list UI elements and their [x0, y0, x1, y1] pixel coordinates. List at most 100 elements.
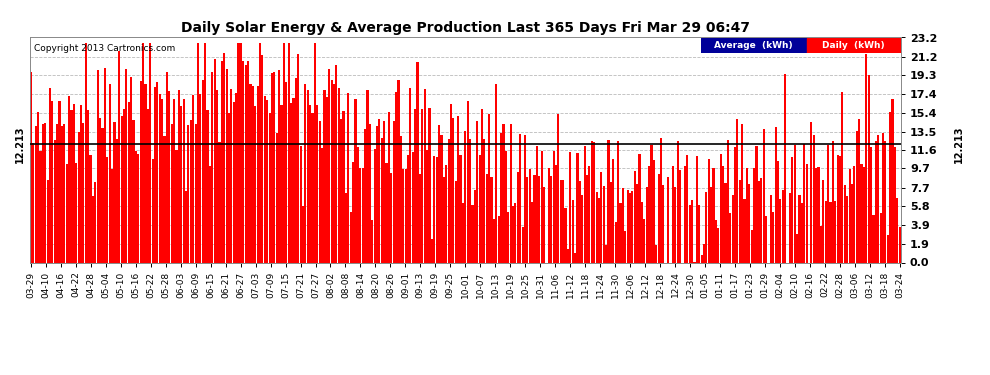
Bar: [515, 203, 517, 262]
Bar: [245, 65, 247, 262]
Bar: [803, 144, 805, 262]
Bar: [757, 181, 760, 262]
Bar: [33, 143, 35, 262]
Bar: [676, 141, 679, 262]
Bar: [745, 168, 748, 262]
Bar: [226, 69, 228, 262]
Bar: [689, 205, 691, 262]
Bar: [717, 228, 720, 262]
Bar: [345, 192, 347, 262]
Bar: [431, 240, 433, 262]
Bar: [884, 141, 886, 262]
Bar: [354, 99, 356, 262]
Bar: [527, 177, 529, 262]
Bar: [608, 140, 610, 262]
Bar: [333, 84, 335, 262]
Bar: [569, 152, 571, 262]
Bar: [486, 174, 488, 262]
Bar: [214, 59, 216, 262]
Bar: [493, 219, 495, 262]
Bar: [512, 206, 514, 262]
Bar: [97, 70, 99, 262]
Bar: [830, 202, 832, 262]
Bar: [438, 125, 441, 262]
Bar: [302, 206, 304, 262]
Bar: [598, 198, 600, 262]
Bar: [251, 86, 254, 262]
Bar: [243, 61, 245, 262]
Bar: [742, 124, 743, 262]
Bar: [297, 54, 299, 262]
Bar: [798, 195, 801, 262]
Bar: [660, 138, 662, 262]
Bar: [128, 102, 130, 262]
Bar: [454, 181, 456, 262]
Bar: [441, 135, 443, 262]
Bar: [156, 82, 158, 262]
Bar: [478, 155, 481, 262]
Bar: [801, 202, 803, 262]
Bar: [133, 120, 135, 262]
Bar: [204, 43, 206, 262]
Bar: [429, 108, 431, 262]
Bar: [567, 249, 569, 262]
Bar: [827, 145, 830, 262]
Bar: [304, 84, 307, 262]
Bar: [278, 70, 280, 262]
Bar: [221, 62, 223, 262]
Bar: [338, 88, 340, 262]
Bar: [285, 82, 287, 262]
Bar: [794, 145, 796, 262]
Bar: [356, 147, 359, 262]
Bar: [336, 65, 338, 262]
Text: Copyright 2013 Cartronics.com: Copyright 2013 Cartronics.com: [34, 44, 175, 53]
Bar: [524, 135, 526, 262]
Bar: [37, 112, 40, 262]
Title: Daily Solar Energy & Average Production Last 365 Days Fri Mar 29 06:47: Daily Solar Energy & Average Production …: [181, 21, 749, 35]
Bar: [839, 156, 842, 262]
Bar: [443, 177, 445, 262]
Bar: [307, 90, 309, 262]
Bar: [82, 123, 84, 262]
Bar: [550, 176, 552, 262]
Bar: [175, 150, 177, 262]
Bar: [701, 255, 703, 262]
Bar: [45, 123, 47, 262]
Bar: [887, 236, 889, 262]
Bar: [860, 164, 862, 262]
Bar: [436, 157, 438, 262]
Bar: [197, 43, 199, 262]
Bar: [684, 166, 686, 262]
Bar: [536, 146, 538, 262]
Bar: [300, 146, 302, 262]
Bar: [280, 105, 282, 262]
Bar: [837, 156, 839, 262]
Bar: [254, 106, 256, 262]
Bar: [202, 80, 204, 262]
Bar: [352, 162, 354, 262]
Bar: [557, 114, 559, 262]
Bar: [424, 89, 426, 262]
Bar: [273, 72, 275, 262]
Bar: [116, 140, 118, 262]
Bar: [449, 104, 452, 262]
Bar: [730, 213, 732, 262]
Bar: [713, 168, 715, 262]
Bar: [539, 176, 541, 262]
Bar: [469, 139, 471, 262]
Bar: [259, 43, 261, 262]
Bar: [464, 131, 466, 262]
Bar: [559, 180, 562, 262]
Bar: [290, 103, 292, 262]
Bar: [170, 124, 173, 262]
Bar: [166, 72, 168, 262]
Bar: [364, 129, 366, 262]
Bar: [219, 142, 221, 262]
Bar: [762, 129, 764, 262]
Bar: [283, 43, 285, 262]
Bar: [502, 124, 505, 262]
Bar: [466, 102, 468, 262]
Bar: [248, 61, 249, 262]
Bar: [593, 142, 595, 262]
Bar: [161, 99, 163, 262]
